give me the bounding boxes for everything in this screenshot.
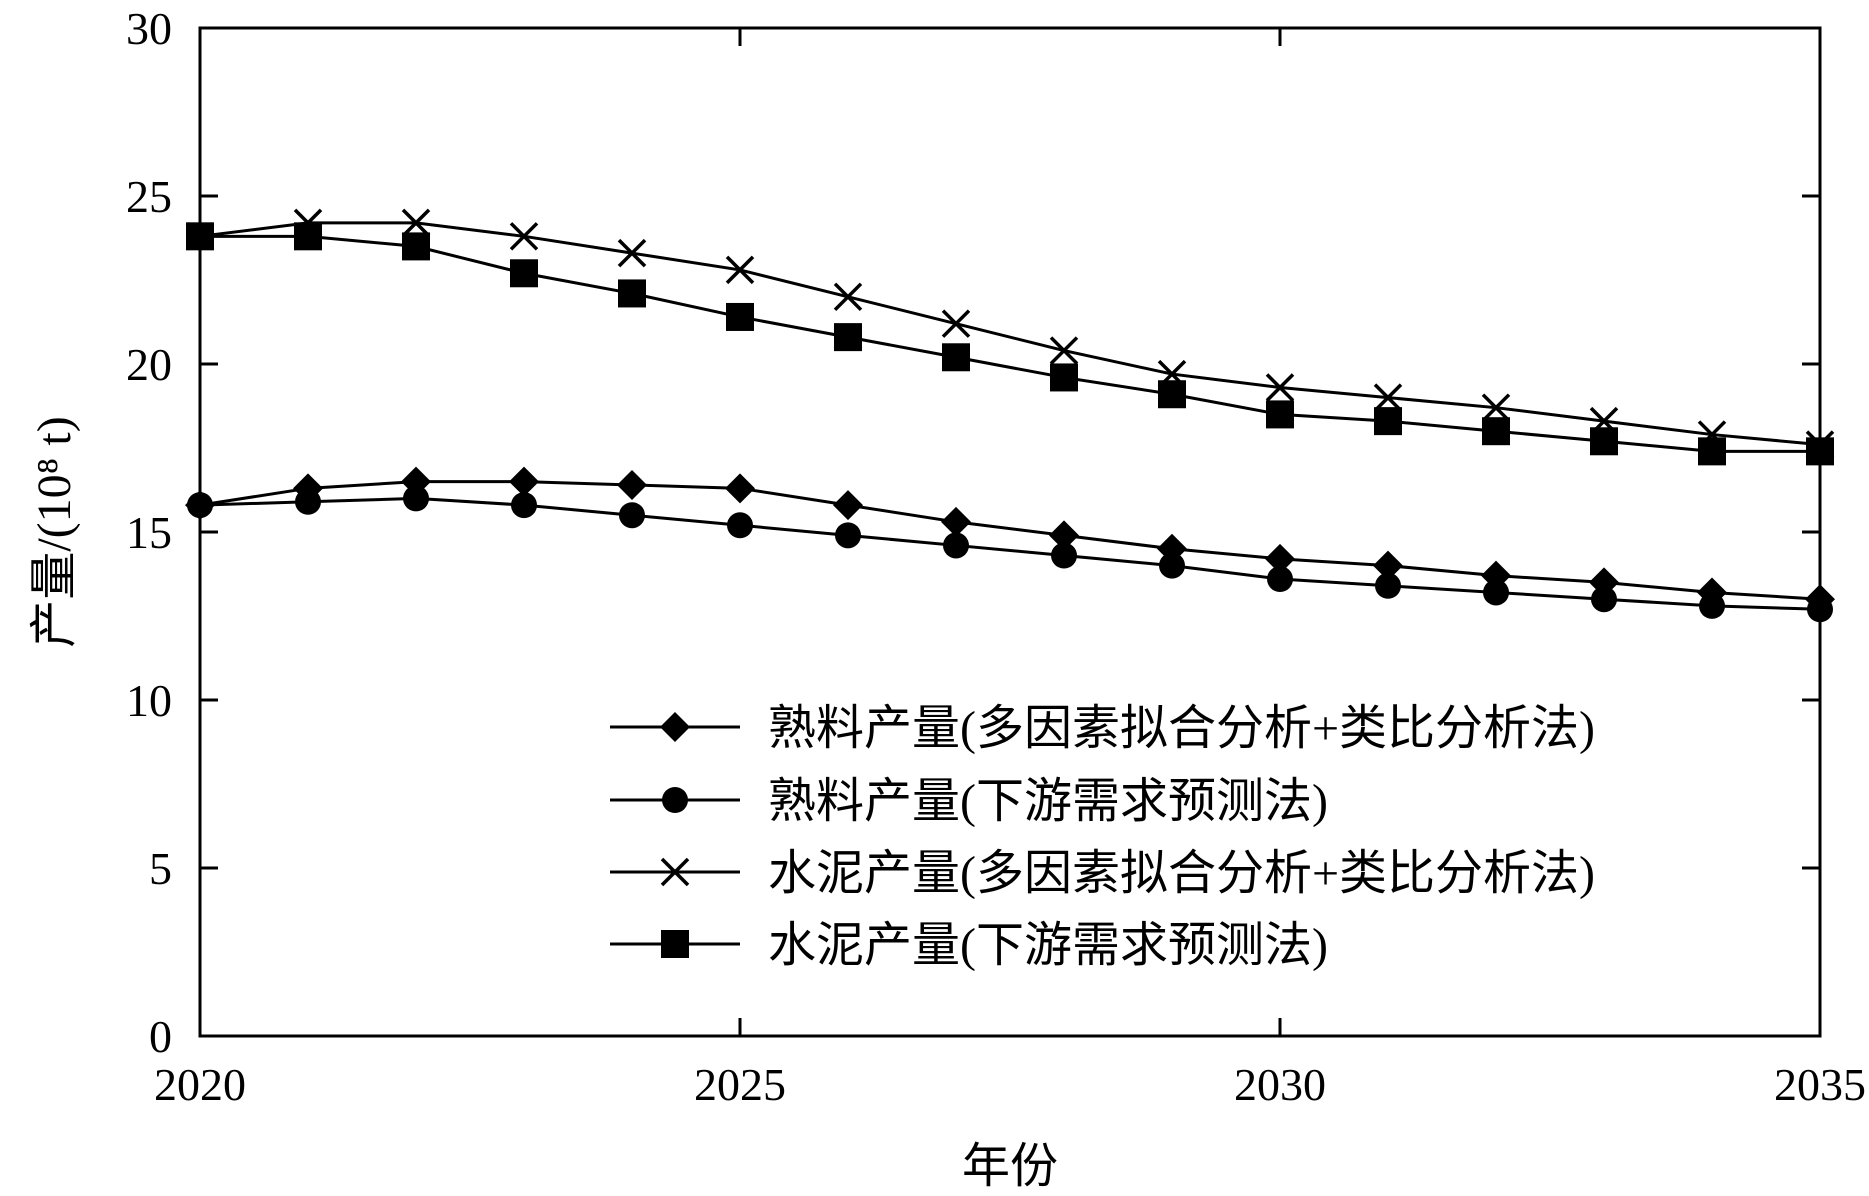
- x-tick-label: 2035: [1774, 1059, 1866, 1110]
- legend-marker: [660, 857, 690, 887]
- data-point: [726, 302, 754, 331]
- data-point: [833, 282, 863, 312]
- legend-item: 熟料产量(多因素拟合分析+类比分析法): [610, 702, 1595, 755]
- data-point: [1374, 407, 1402, 436]
- data-point: [617, 469, 647, 500]
- legend-item: 水泥产量(多因素拟合分析+类比分析法): [610, 847, 1595, 900]
- data-point: [725, 473, 755, 504]
- marker-stroke: [617, 238, 647, 268]
- legend-item: 熟料产量(下游需求预测法): [610, 775, 1328, 828]
- series-2: [187, 485, 1833, 623]
- data-point: [1591, 586, 1617, 613]
- x-tick-label: 2020: [154, 1059, 246, 1110]
- data-point: [294, 222, 322, 251]
- data-point: [942, 343, 970, 372]
- marker-stroke: [833, 282, 863, 312]
- marker-stroke: [660, 857, 690, 887]
- marker-stroke: [401, 208, 431, 238]
- data-point: [1373, 550, 1403, 581]
- series-3: [185, 208, 1835, 459]
- series-line: [200, 234, 1820, 453]
- series-line: [199, 496, 1821, 611]
- series-layer: [185, 208, 1835, 623]
- legend-marker: [661, 930, 689, 958]
- y-tick-label: 0: [149, 1011, 172, 1062]
- marker-stroke: [1049, 336, 1079, 365]
- series-1: [185, 466, 1835, 615]
- data-point: [295, 488, 321, 515]
- data-point: [1373, 383, 1403, 412]
- data-point: [619, 502, 645, 529]
- data-point: [510, 259, 538, 288]
- legend-item: 水泥产量(下游需求预测法): [610, 919, 1328, 972]
- data-point: [1049, 520, 1079, 551]
- data-point: [943, 532, 969, 559]
- data-point: [1051, 542, 1077, 569]
- marker-stroke: [1481, 393, 1511, 422]
- data-point: [1050, 363, 1078, 392]
- legend-label: 熟料产量(多因素拟合分析+类比分析法): [768, 702, 1595, 755]
- data-point: [1699, 592, 1725, 619]
- data-point: [1267, 566, 1293, 593]
- y-tick-label: 5: [149, 843, 172, 894]
- data-point: [1265, 373, 1295, 402]
- marker-stroke: [509, 222, 539, 251]
- data-point: [727, 512, 753, 539]
- data-point: [834, 323, 862, 352]
- y-axis-label: 产量/(10⁸ t): [28, 416, 81, 647]
- legend-marker: [662, 787, 688, 813]
- series-line: [199, 221, 1821, 447]
- legend: 熟料产量(多因素拟合分析+类比分析法) 熟料产量(下游需求预测法) 水泥产量(多因素…: [610, 702, 1595, 972]
- data-point: [833, 490, 863, 521]
- data-point: [1482, 417, 1510, 446]
- data-point: [725, 255, 755, 285]
- data-point: [1481, 393, 1511, 422]
- y-tick-label: 15: [126, 507, 172, 558]
- data-point: [509, 222, 539, 251]
- data-point: [1483, 579, 1509, 606]
- data-point: [401, 208, 431, 238]
- legend-label: 熟料产量(下游需求预测法): [768, 775, 1328, 828]
- data-point: [1265, 543, 1295, 574]
- y-tick-label: 10: [126, 675, 172, 726]
- data-point: [1590, 427, 1618, 456]
- data-point: [1266, 400, 1294, 429]
- y-tick-label: 25: [126, 171, 172, 222]
- data-point: [1375, 572, 1401, 599]
- legend-label: 水泥产量(下游需求预测法): [768, 919, 1328, 972]
- data-point: [1806, 437, 1834, 466]
- marker-stroke: [1373, 383, 1403, 412]
- marker-stroke: [1265, 373, 1295, 402]
- legend-marker: [660, 712, 690, 742]
- y-tick-label: 30: [126, 3, 172, 54]
- series-4: [186, 222, 1834, 466]
- data-point: [1158, 380, 1186, 409]
- data-point: [187, 492, 213, 519]
- data-point: [617, 238, 647, 268]
- data-point: [1807, 596, 1833, 623]
- x-tick-label: 2030: [1234, 1059, 1326, 1110]
- x-tick-label: 2025: [694, 1059, 786, 1110]
- data-point: [835, 522, 861, 549]
- marker-stroke: [941, 309, 971, 338]
- data-point: [403, 485, 429, 512]
- data-point: [941, 309, 971, 338]
- data-point: [509, 466, 539, 497]
- data-point: [1049, 336, 1079, 365]
- data-point: [1698, 437, 1726, 466]
- data-point: [186, 222, 214, 251]
- data-point: [402, 232, 430, 261]
- data-point: [511, 492, 537, 519]
- marker-stroke: [725, 255, 755, 285]
- x-axis-label: 年份: [962, 1140, 1058, 1193]
- series-line: [199, 480, 1821, 601]
- data-point: [941, 506, 971, 537]
- data-point: [1159, 552, 1185, 579]
- y-tick-label: 20: [126, 339, 172, 390]
- data-point: [618, 279, 646, 308]
- legend-label: 水泥产量(多因素拟合分析+类比分析法): [768, 847, 1595, 900]
